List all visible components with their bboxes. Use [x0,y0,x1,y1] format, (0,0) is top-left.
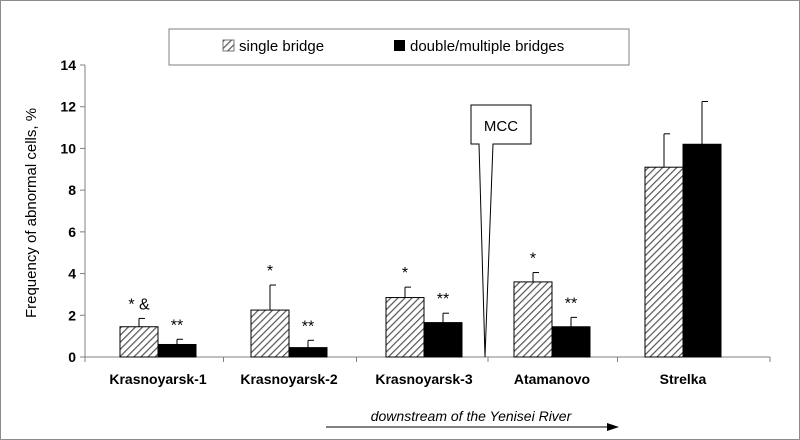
legend-swatch-double [394,40,405,51]
significance-marker: ** [437,291,449,308]
significance-marker: * & [128,296,150,313]
legend-label-double: double/multiple bridges [410,38,564,55]
bars [119,143,722,358]
bar-single-bridge [119,326,159,358]
bar-single-bridge [385,297,425,358]
bar-double-bridges [682,143,722,358]
y-tick-label: 2 [68,307,76,323]
category-label: Krasnoyarsk-2 [240,371,337,387]
bar-double-bridges [157,343,197,358]
bar-double-bridges [551,326,591,358]
category-label: Strelka [660,371,707,387]
downstream-note: downstream of the Yenisei River [326,408,619,431]
mcc-callout-shape [470,104,532,358]
bar-annotations: * &*********** [128,251,577,336]
y-tick-label: 10 [60,140,76,156]
legend-swatch-single [222,39,235,52]
y-tick-label: 6 [68,224,76,240]
category-labels: Krasnoyarsk-1 Krasnoyarsk-2 Krasnoyarsk-3 A… [109,371,706,387]
mcc-callout: MCC [470,104,532,358]
y-ticks: 0 2 4 6 8 10 12 14 [60,57,85,365]
bar-double-bridges [423,322,463,358]
bar-single-bridge [513,281,553,358]
significance-marker: * [402,265,408,282]
downstream-label: downstream of the Yenisei River [371,408,573,424]
error-bars [138,101,708,348]
bar-double-bridges [288,347,328,358]
significance-marker: ** [302,318,314,335]
y-tick-label: 8 [68,182,76,198]
y-axis-label: Frequency of abnormal cells, % [23,108,40,318]
downstream-arrow-head [607,423,619,431]
bar-single-bridge [250,309,290,358]
significance-marker: * [267,263,273,280]
mcc-callout-label: MCC [484,118,518,135]
significance-marker: ** [565,295,577,312]
category-label: Krasnoyarsk-1 [109,371,206,387]
significance-marker: * [530,251,536,268]
legend-label-single: single bridge [239,38,324,55]
category-label: Krasnoyarsk-3 [375,371,472,387]
category-label: Atamanovo [514,371,590,387]
bar-single-bridge [644,166,684,358]
significance-marker: ** [171,317,183,334]
y-tick-label: 14 [60,57,76,73]
y-tick-label: 4 [68,266,76,282]
y-tick-label: 0 [68,349,76,365]
legend: single bridge double/multiple bridges [168,28,630,66]
y-tick-label: 12 [60,99,76,115]
x-ticks [84,357,771,362]
